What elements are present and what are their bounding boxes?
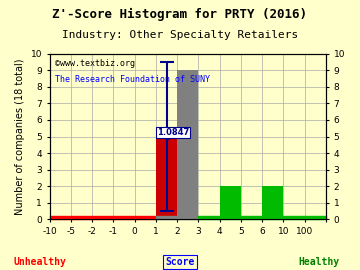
Text: Unhealthy: Unhealthy xyxy=(13,257,66,267)
Bar xyxy=(156,137,177,220)
Bar xyxy=(262,186,283,220)
Text: ©www.textbiz.org: ©www.textbiz.org xyxy=(55,59,135,68)
Y-axis label: Number of companies (18 total): Number of companies (18 total) xyxy=(15,58,25,215)
Text: Z'-Score Histogram for PRTY (2016): Z'-Score Histogram for PRTY (2016) xyxy=(53,8,307,21)
Text: Industry: Other Specialty Retailers: Industry: Other Specialty Retailers xyxy=(62,30,298,40)
Bar xyxy=(156,217,198,220)
Bar xyxy=(50,217,156,220)
Bar xyxy=(198,217,326,220)
Text: Score: Score xyxy=(165,257,195,267)
Bar xyxy=(177,70,198,220)
Text: 1.0847: 1.0847 xyxy=(157,128,189,137)
Bar xyxy=(220,186,241,220)
Text: The Research Foundation of SUNY: The Research Foundation of SUNY xyxy=(55,75,210,84)
Text: Healthy: Healthy xyxy=(298,257,339,267)
